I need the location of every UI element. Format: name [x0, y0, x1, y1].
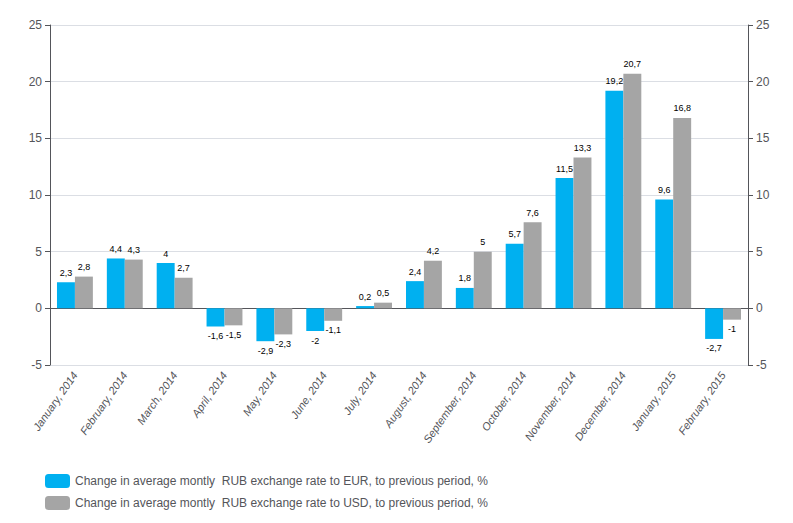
svg-text:January, 2014: January, 2014 — [30, 370, 80, 434]
svg-text:20,7: 20,7 — [624, 59, 642, 69]
svg-text:20: 20 — [29, 75, 43, 89]
svg-text:5: 5 — [480, 237, 485, 247]
svg-text:0,2: 0,2 — [359, 292, 372, 302]
svg-text:2,8: 2,8 — [78, 262, 91, 272]
svg-text:5: 5 — [756, 245, 763, 259]
svg-text:November, 2014: November, 2014 — [522, 370, 578, 443]
svg-text:July, 2014: July, 2014 — [340, 370, 379, 418]
svg-text:4,3: 4,3 — [128, 245, 141, 255]
svg-text:-1: -1 — [728, 324, 736, 334]
svg-text:January, 2015: January, 2015 — [628, 369, 678, 434]
svg-text:16,8: 16,8 — [673, 103, 691, 113]
svg-text:-2,3: -2,3 — [276, 339, 292, 349]
svg-text:15: 15 — [756, 131, 770, 145]
svg-text:-1,6: -1,6 — [208, 331, 224, 341]
svg-text:-5: -5 — [756, 358, 767, 372]
svg-text:5,7: 5,7 — [508, 229, 521, 239]
svg-text:Change in average montly RUB: Change in average montly RUB exchange ra… — [75, 496, 488, 510]
svg-text:4,2: 4,2 — [427, 246, 440, 256]
svg-text:1,8: 1,8 — [459, 273, 472, 283]
svg-text:13,3: 13,3 — [574, 143, 592, 153]
svg-text:-1,5: -1,5 — [226, 330, 242, 340]
svg-text:0,5: 0,5 — [377, 288, 390, 298]
svg-text:August, 2014: August, 2014 — [381, 370, 429, 431]
svg-text:2,7: 2,7 — [177, 263, 190, 273]
svg-text:March, 2014: March, 2014 — [135, 370, 180, 427]
svg-text:December, 2014: December, 2014 — [572, 370, 628, 443]
svg-text:20: 20 — [756, 75, 770, 89]
svg-text:2,4: 2,4 — [409, 267, 422, 277]
svg-text:0: 0 — [35, 301, 42, 315]
svg-text:0: 0 — [756, 301, 763, 315]
svg-text:-2,9: -2,9 — [258, 346, 274, 356]
svg-text:February, 2014: February, 2014 — [78, 370, 130, 437]
svg-text:5: 5 — [35, 245, 42, 259]
svg-text:June, 2014: June, 2014 — [287, 370, 329, 422]
svg-text:-5: -5 — [31, 358, 42, 372]
svg-text:February, 2015: February, 2015 — [676, 369, 729, 437]
svg-text:4,4: 4,4 — [110, 244, 123, 254]
svg-text:9,6: 9,6 — [658, 185, 671, 195]
svg-text:7,6: 7,6 — [526, 208, 539, 218]
svg-text:Change in average montly RUB: Change in average montly RUB exchange ra… — [75, 474, 488, 488]
svg-text:11,5: 11,5 — [556, 164, 573, 174]
svg-text:May, 2014: May, 2014 — [240, 370, 279, 418]
svg-text:25: 25 — [29, 18, 43, 32]
svg-text:April, 2014: April, 2014 — [189, 370, 230, 421]
svg-text:4: 4 — [163, 249, 168, 259]
svg-text:October, 2014: October, 2014 — [479, 370, 528, 433]
svg-text:-1,1: -1,1 — [325, 325, 341, 335]
svg-text:-2: -2 — [311, 336, 319, 346]
svg-text:15: 15 — [29, 131, 43, 145]
svg-text:10: 10 — [756, 188, 770, 202]
svg-text:19,2: 19,2 — [606, 76, 624, 86]
svg-text:25: 25 — [756, 18, 770, 32]
svg-text:2,3: 2,3 — [60, 268, 73, 278]
svg-text:10: 10 — [29, 188, 43, 202]
svg-text:-2,7: -2,7 — [706, 343, 722, 353]
svg-text:September, 2014: September, 2014 — [421, 370, 479, 446]
